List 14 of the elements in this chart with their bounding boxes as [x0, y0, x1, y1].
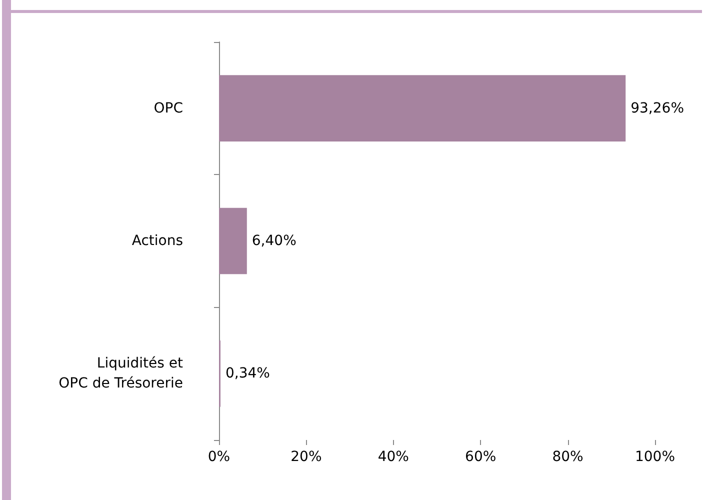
x-tick-label: 20%: [290, 449, 322, 465]
data-label: 6,40%: [252, 233, 296, 249]
y-tick-label: Liquidités et OPC de Trésorerie: [58, 356, 184, 392]
y-tick-label: Actions: [132, 233, 183, 249]
x-tick-label: 80%: [552, 449, 584, 465]
bar: [219, 75, 626, 142]
x-tick-label: 40%: [378, 449, 409, 465]
x-tick-label: 0%: [208, 449, 230, 465]
data-label: 0,34%: [225, 366, 270, 382]
data-label: 93,26%: [630, 100, 684, 116]
x-tick-label: 60%: [465, 449, 496, 465]
y-tick-label: OPC: [154, 100, 184, 116]
x-tick-label: 100%: [634, 449, 676, 465]
bar: [219, 208, 247, 274]
